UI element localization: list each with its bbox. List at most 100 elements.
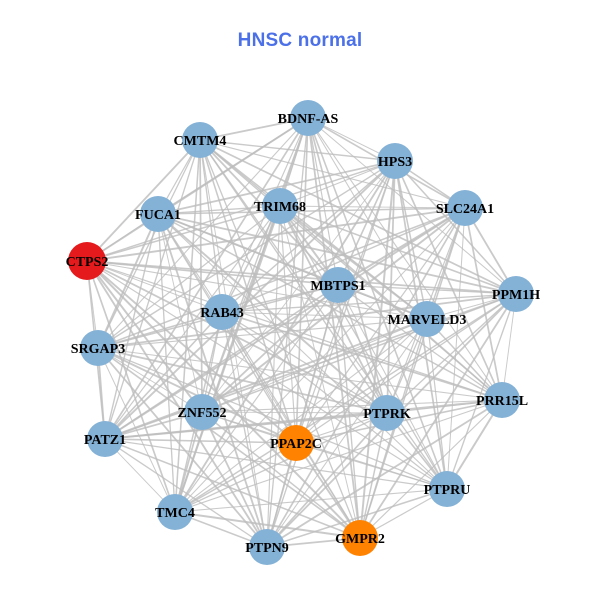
edge	[307, 117, 517, 295]
edge	[221, 160, 396, 313]
nodes-layer	[68, 100, 534, 565]
node-mbtps1[interactable]	[320, 267, 356, 303]
edge	[97, 318, 428, 349]
edge	[86, 260, 428, 320]
edge	[201, 160, 396, 413]
edge	[446, 293, 517, 490]
edge	[86, 260, 517, 295]
edge	[266, 412, 388, 548]
edge	[174, 412, 388, 513]
edge	[86, 260, 223, 313]
edge	[307, 117, 339, 286]
node-cmtm4[interactable]	[182, 122, 218, 158]
node-patz1[interactable]	[87, 421, 123, 457]
edge	[104, 284, 339, 440]
edge	[201, 293, 517, 413]
node-marveld3[interactable]	[409, 301, 445, 337]
edge	[201, 318, 428, 413]
edge	[199, 139, 466, 209]
edge	[97, 347, 448, 490]
edge	[104, 438, 297, 444]
edge	[279, 205, 428, 320]
edge	[221, 311, 503, 401]
node-gmpr2[interactable]	[342, 520, 378, 556]
node-ptprk[interactable]	[369, 395, 405, 431]
edge	[174, 205, 281, 513]
edge	[394, 160, 517, 295]
edge	[394, 160, 503, 401]
edge	[157, 207, 466, 215]
edge	[386, 160, 396, 414]
edge	[426, 318, 448, 490]
edge	[86, 160, 396, 262]
edge	[174, 488, 448, 513]
edge	[337, 284, 517, 295]
edge	[221, 207, 466, 313]
edge	[279, 205, 297, 444]
edge	[97, 347, 388, 414]
node-slc24a1[interactable]	[447, 190, 483, 226]
edge	[279, 205, 503, 401]
node-ptpn9[interactable]	[249, 529, 285, 565]
node-hps3[interactable]	[377, 143, 413, 179]
edge	[174, 511, 361, 539]
edge	[97, 205, 281, 349]
edge	[104, 139, 201, 440]
node-ptpru[interactable]	[429, 471, 465, 507]
edge	[157, 213, 503, 401]
edge	[199, 139, 517, 295]
edge	[307, 117, 503, 401]
node-ppap2c[interactable]	[278, 425, 314, 461]
node-prr15l[interactable]	[484, 382, 520, 418]
edge	[201, 205, 281, 413]
edge	[97, 117, 309, 349]
edge	[201, 411, 268, 548]
edge	[97, 311, 223, 349]
edge	[97, 347, 503, 401]
edge	[174, 160, 396, 513]
edge	[295, 442, 361, 539]
node-fuca1[interactable]	[140, 196, 176, 232]
edge	[199, 139, 396, 162]
edge	[97, 293, 517, 349]
node-srgap3[interactable]	[80, 330, 116, 366]
edge	[97, 347, 203, 413]
node-ppm1h[interactable]	[498, 276, 534, 312]
edge	[221, 311, 428, 320]
edge	[86, 139, 201, 262]
edge	[104, 412, 388, 440]
edge	[86, 207, 466, 262]
node-bdnf-as[interactable]	[290, 100, 326, 136]
edge	[201, 411, 361, 539]
edge	[295, 117, 309, 444]
node-ctps2[interactable]	[68, 242, 106, 280]
edge	[174, 318, 428, 513]
edge	[359, 412, 388, 539]
node-trim68[interactable]	[262, 188, 298, 224]
edge	[86, 260, 268, 548]
edge	[295, 318, 428, 444]
edge	[266, 488, 448, 548]
edge	[199, 117, 309, 141]
edge	[86, 205, 281, 262]
edge	[221, 311, 361, 539]
node-znf552[interactable]	[184, 394, 220, 430]
node-rab43[interactable]	[204, 294, 240, 330]
edge	[201, 411, 388, 414]
edge	[104, 438, 268, 548]
edge	[157, 160, 396, 215]
edge	[157, 213, 517, 295]
edge	[157, 205, 281, 215]
edge	[104, 117, 309, 440]
edge	[199, 139, 203, 413]
edge	[86, 260, 448, 490]
edge	[266, 399, 503, 548]
edge	[97, 347, 268, 548]
edge	[221, 205, 281, 313]
edge	[104, 438, 361, 539]
edge	[359, 160, 396, 539]
node-tmc4[interactable]	[157, 494, 193, 530]
edge	[97, 347, 361, 539]
